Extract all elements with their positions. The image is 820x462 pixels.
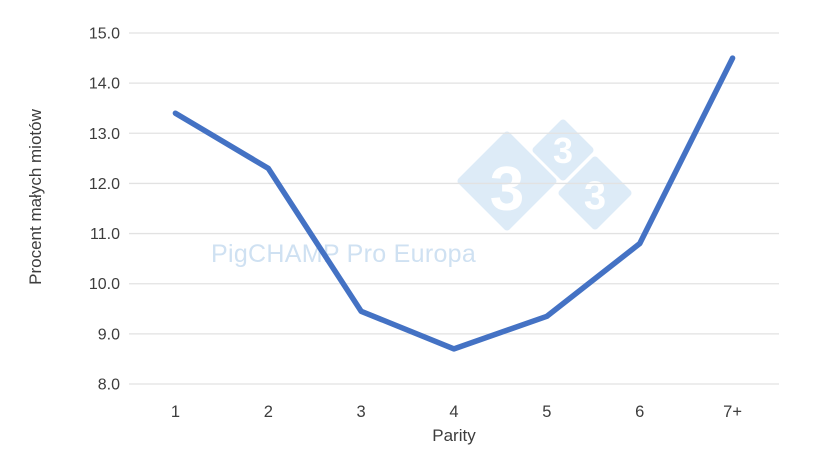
x-tick-label: 6 (635, 403, 644, 421)
y-tick-label: 9.0 (98, 326, 120, 343)
y-tick-label: 12.0 (89, 176, 120, 193)
watermark-diamond (558, 156, 632, 230)
x-tick-label: 7+ (723, 403, 742, 421)
x-tick-label: 5 (542, 403, 551, 421)
watermark-diamond (457, 131, 557, 231)
y-tick-label: 11.0 (90, 226, 120, 243)
watermark-diamond-digit: 3 (584, 174, 606, 218)
y-tick-label: 8.0 (98, 377, 120, 394)
x-tick-label: 3 (357, 403, 366, 421)
watermark-diamond-digit: 3 (490, 155, 524, 224)
y-tick-label: 10.0 (89, 276, 120, 293)
x-tick-label: 4 (449, 403, 458, 421)
y-tick-label: 14.0 (89, 76, 120, 93)
watermark-pigchamp-text: PigCHAMP Pro Europa (211, 240, 477, 268)
watermark-diamond (532, 119, 594, 181)
watermark-diamond-digit: 3 (553, 130, 573, 171)
x-tick-label: 2 (264, 403, 273, 421)
data-series-line (172, 55, 736, 352)
y-tick-label: 13.0 (89, 126, 120, 143)
y-tick-label: 15.0 (89, 26, 120, 43)
x-axis-title: Parity (432, 426, 476, 445)
y-axis-title: Procent małych miotów (26, 109, 45, 285)
x-tick-label: 1 (171, 403, 180, 421)
